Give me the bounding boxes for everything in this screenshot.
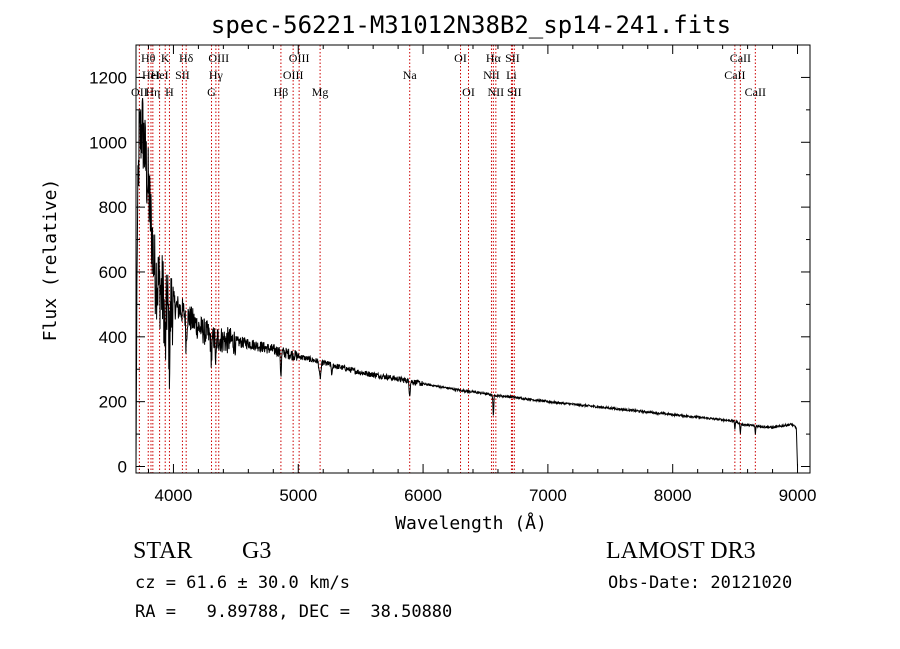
- spectrum-line: [135, 97, 798, 467]
- object-type: STAR: [133, 538, 193, 564]
- y-axis-label: Flux (relative): [40, 179, 61, 342]
- x-axis: 4000 5000 6000 7000 8000 9000: [147, 45, 817, 505]
- y-tick-label: 200: [99, 393, 127, 412]
- line-marker-label: HeI: [151, 68, 169, 82]
- redshift-velocity: cz = 61.6 ± 30.0 km/s: [135, 573, 350, 593]
- line-marker-label: Li: [506, 68, 517, 82]
- line-marker-label: SII: [175, 68, 190, 82]
- line-marker-label: HeI: [142, 68, 160, 82]
- x-tick-label: 8000: [654, 486, 692, 505]
- x-tick-label: 5000: [279, 486, 317, 505]
- line-marker-label: Hγ: [209, 68, 224, 82]
- line-marker-label: OI: [454, 51, 467, 65]
- line-marker-label: OIII: [289, 51, 310, 65]
- y-tick-label: 1000: [89, 133, 127, 152]
- x-tick-label: 7000: [529, 486, 567, 505]
- line-marker-label: NII: [488, 85, 505, 99]
- line-marker-label: Hβ: [274, 85, 289, 99]
- line-marker-label: Mg: [312, 85, 329, 99]
- x-tick-label: 6000: [404, 486, 442, 505]
- line-marker-label: Hα: [486, 51, 502, 65]
- line-marker-label: Hθ: [141, 51, 156, 65]
- y-tick-label: 600: [99, 263, 127, 282]
- line-marker-label: Hη: [145, 85, 160, 99]
- line-marker-label: H: [165, 85, 174, 99]
- line-markers: [138, 45, 756, 473]
- line-marker-label: OI: [462, 85, 475, 99]
- x-tick-label: 4000: [155, 486, 193, 505]
- line-marker-label: SII: [505, 51, 520, 65]
- plot-frame: [135, 44, 811, 474]
- y-tick-label: 800: [99, 198, 127, 217]
- survey-name: LAMOST DR3: [606, 538, 756, 564]
- x-tick-label: 9000: [779, 486, 817, 505]
- line-marker-label: CaII: [730, 51, 751, 65]
- line-marker-labels: OIIHθHeIHηHeIKHSIIHδGHγOIIIHβOIIIOIIIMgN…: [131, 51, 766, 99]
- y-tick-label: 1200: [89, 68, 127, 87]
- y-tick-label: 400: [99, 328, 127, 347]
- line-marker-label: OIII: [208, 51, 229, 65]
- line-marker-label: Na: [403, 68, 418, 82]
- line-marker-label: K: [161, 51, 170, 65]
- line-marker-label: SII: [507, 85, 522, 99]
- line-marker-label: Hδ: [179, 51, 194, 65]
- ra-dec-coordinates: RA = 9.89788, DEC = 38.50880: [135, 602, 453, 622]
- line-marker-label: OII: [131, 85, 148, 99]
- line-marker-label: CaII: [724, 68, 745, 82]
- line-marker-label: OIII: [283, 68, 304, 82]
- x-axis-label: Wavelength (Å): [395, 512, 547, 534]
- spectral-subclass: G3: [242, 538, 272, 564]
- line-marker-label: G: [207, 85, 216, 99]
- chart-title: spec-56221-M31012N38B2_sp14-241.fits: [211, 11, 731, 39]
- line-marker-label: NII: [483, 68, 500, 82]
- y-axis: 0 200 400 600 800 1000 1200: [89, 44, 810, 477]
- line-marker-label: CaII: [745, 85, 766, 99]
- y-tick-label: 0: [118, 458, 127, 477]
- observation-date: Obs-Date: 20121020: [608, 573, 793, 593]
